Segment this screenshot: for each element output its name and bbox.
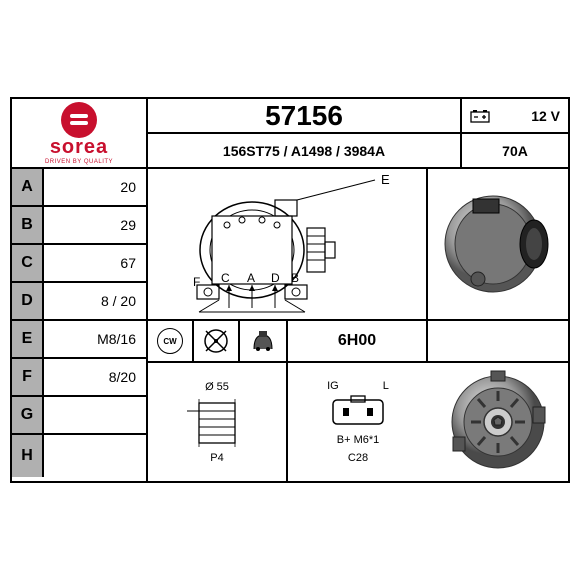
svg-text:D: D xyxy=(271,271,280,285)
dimension-table: A20 B29 C67 D8 / 20 EM8/16 F8/20 G H xyxy=(12,169,148,481)
label-E: E xyxy=(12,321,44,357)
row-E: EM8/16 xyxy=(12,321,146,359)
pulley-grooves: P4 xyxy=(210,452,223,464)
label-A: A xyxy=(12,169,44,205)
row-H: H xyxy=(12,435,146,477)
battery-icon xyxy=(470,109,490,123)
brand-name: sorea xyxy=(50,136,108,159)
crossed-circle-icon xyxy=(202,327,230,355)
brand-tagline: DRIVEN BY QUALITY xyxy=(45,159,113,165)
icon-cell-2 xyxy=(240,321,288,361)
connector-row: Ø 55 P4 IG L xyxy=(148,363,568,481)
rotation-icon: CW xyxy=(157,328,183,354)
voltage-row: 12 V xyxy=(462,99,568,134)
pin-ig: IG xyxy=(327,380,339,392)
connector-icon xyxy=(323,392,393,432)
cross-reference: 156ST75 / A1498 / 3984A xyxy=(148,134,460,167)
svg-text:E: E xyxy=(381,172,390,187)
row-C: C67 xyxy=(12,245,146,283)
label-H: H xyxy=(12,435,44,477)
row-F: F8/20 xyxy=(12,359,146,397)
val-C: 67 xyxy=(44,245,146,281)
technical-drawing: E C A D B F xyxy=(148,169,428,319)
terminal-spec: B+ M6*1 xyxy=(337,434,380,446)
diagram-row-1: E C A D B F xyxy=(148,169,568,321)
label-B: B xyxy=(12,207,44,243)
svg-text:B: B xyxy=(291,271,299,285)
current-value: 70A xyxy=(462,134,568,167)
spec-sheet: sorea DRIVEN BY QUALITY 57156 156ST75 / … xyxy=(10,97,570,483)
part-number: 57156 xyxy=(148,99,460,134)
val-G xyxy=(44,397,146,433)
body: A20 B29 C67 D8 / 20 EM8/16 F8/20 G H xyxy=(12,169,568,481)
header-row: sorea DRIVEN BY QUALITY 57156 156ST75 / … xyxy=(12,99,568,169)
title-cell: 57156 156ST75 / A1498 / 3984A xyxy=(148,99,462,167)
connector-code: C28 xyxy=(348,452,368,464)
pulley-diameter: Ø 55 xyxy=(205,381,229,393)
val-D: 8 / 20 xyxy=(44,283,146,319)
svg-text:A: A xyxy=(247,271,255,285)
photo-top xyxy=(428,169,568,319)
electrical-cell: 12 V 70A xyxy=(462,99,568,167)
row-G: G xyxy=(12,397,146,435)
connector-cell: IG L B+ M6*1 C28 xyxy=(288,363,428,481)
svg-text:F: F xyxy=(193,275,200,289)
pulley-cell: Ø 55 P4 xyxy=(148,363,288,481)
pin-l: L xyxy=(383,380,389,392)
regulator-icon xyxy=(248,327,278,355)
brand-logo-icon xyxy=(61,102,97,138)
row-B: B29 xyxy=(12,207,146,245)
photo-rear xyxy=(428,363,568,481)
val-B: 29 xyxy=(44,207,146,243)
val-E: M8/16 xyxy=(44,321,146,357)
label-F: F xyxy=(12,359,44,395)
spec-row: CW 6H00 xyxy=(148,321,568,363)
main-area: E C A D B F xyxy=(148,169,568,481)
label-D: D xyxy=(12,283,44,319)
icon-cell-1 xyxy=(194,321,240,361)
val-F: 8/20 xyxy=(44,359,146,395)
row-D: D8 / 20 xyxy=(12,283,146,321)
row-A: A20 xyxy=(12,169,146,207)
logo-cell: sorea DRIVEN BY QUALITY xyxy=(12,99,148,167)
label-C: C xyxy=(12,245,44,281)
pulley-icon xyxy=(187,395,247,450)
svg-text:C: C xyxy=(221,271,230,285)
val-A: 20 xyxy=(44,169,146,205)
voltage-value: 12 V xyxy=(531,108,560,124)
val-H xyxy=(44,435,146,477)
rotation-cell: CW xyxy=(148,321,194,361)
spec-code: 6H00 xyxy=(288,321,428,361)
label-G: G xyxy=(12,397,44,433)
